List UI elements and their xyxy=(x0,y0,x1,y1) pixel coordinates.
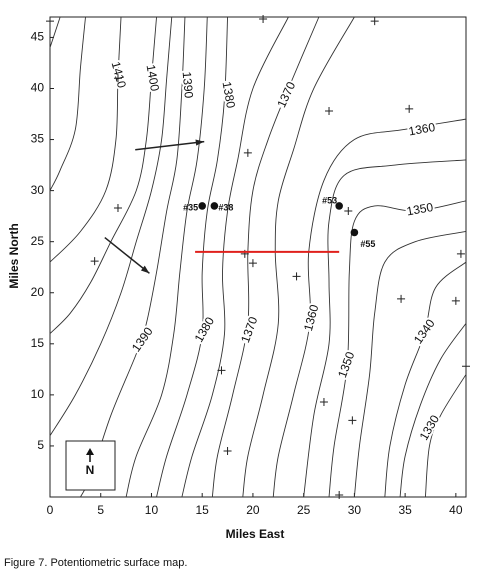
contour-line xyxy=(49,16,157,334)
well-label: #38 xyxy=(218,202,233,212)
y-tick-label: 40 xyxy=(31,81,45,95)
control-point xyxy=(319,398,328,407)
contour-label: 1340 xyxy=(411,316,438,346)
control-point xyxy=(348,416,357,425)
x-tick-label: 20 xyxy=(246,503,260,517)
contour-line xyxy=(181,16,289,498)
contour-label: 1350 xyxy=(405,200,434,218)
control-point xyxy=(217,366,226,375)
control-point xyxy=(259,15,268,24)
control-point xyxy=(46,17,54,26)
well-label: #55 xyxy=(360,239,375,249)
contour-line xyxy=(125,16,208,498)
x-tick-label: 25 xyxy=(297,503,311,517)
well-label: #53 xyxy=(322,195,337,205)
contour-line xyxy=(384,261,467,498)
contour-line xyxy=(80,16,186,498)
x-tick-label: 40 xyxy=(449,503,463,517)
control-point xyxy=(113,74,122,83)
x-tick-label: 0 xyxy=(47,503,54,517)
x-tick-label: 5 xyxy=(97,503,104,517)
y-tick-label: 15 xyxy=(31,336,45,350)
control-point xyxy=(344,207,353,216)
contour-label: 1350 xyxy=(335,349,357,379)
control-point xyxy=(335,490,344,499)
contour-line xyxy=(49,16,173,436)
flow-arrow-head xyxy=(140,265,150,274)
y-tick-label: 20 xyxy=(31,285,45,299)
control-point xyxy=(451,296,460,305)
y-tick-label: 45 xyxy=(31,30,45,44)
contour-line xyxy=(353,231,467,498)
contour-line xyxy=(328,200,467,498)
contour-label: 1370 xyxy=(238,314,260,344)
contour-line xyxy=(424,374,467,498)
control-point xyxy=(223,447,232,456)
contour-label: 1370 xyxy=(274,79,298,109)
flow-arrow-head xyxy=(195,139,205,146)
y-tick-label: 10 xyxy=(31,387,45,401)
contour-label: 1380 xyxy=(192,314,218,344)
contour-line xyxy=(156,16,229,498)
contour-line xyxy=(49,16,61,48)
control-point xyxy=(325,106,334,115)
x-tick-label: 35 xyxy=(398,503,412,517)
x-tick-label: 15 xyxy=(196,503,210,517)
control-point xyxy=(462,362,470,371)
control-point xyxy=(397,294,406,303)
contour-label: 1360 xyxy=(407,120,436,138)
north-label: N xyxy=(86,463,95,477)
control-point xyxy=(243,148,252,157)
y-axis-label: Miles North xyxy=(7,223,21,288)
contour-line xyxy=(303,159,467,498)
contour-label: 1330 xyxy=(417,412,443,442)
y-tick-label: 25 xyxy=(31,234,45,248)
contour-line xyxy=(49,16,86,191)
well xyxy=(198,202,206,210)
contour-label: 1390 xyxy=(129,324,156,354)
y-tick-label: 5 xyxy=(37,438,44,452)
control-point xyxy=(456,249,465,258)
control-point xyxy=(292,272,301,281)
x-axis-label: Miles East xyxy=(226,527,285,541)
control-point xyxy=(113,203,122,212)
contour-line xyxy=(272,118,467,498)
y-tick-label: 35 xyxy=(31,132,45,146)
contour-label: 1410 xyxy=(109,60,130,90)
flow-arrow xyxy=(104,237,150,274)
contour-label: 1380 xyxy=(220,80,238,109)
control-point xyxy=(90,257,99,266)
flow-arrow xyxy=(135,140,205,151)
contour-label: 1390 xyxy=(180,71,196,99)
x-tick-label: 30 xyxy=(348,503,362,517)
control-point xyxy=(405,104,414,113)
contour-line xyxy=(49,16,122,263)
caption: Figure 7. Potentiometric surface map. xyxy=(4,557,187,569)
well xyxy=(335,202,343,210)
well xyxy=(210,202,219,210)
well-label: #35 xyxy=(183,202,198,212)
control-point xyxy=(370,17,379,26)
well xyxy=(350,228,359,237)
north-arrow-head xyxy=(86,448,94,455)
x-tick-label: 10 xyxy=(145,503,159,517)
contour-label: 1400 xyxy=(144,63,162,92)
contour-label: 1360 xyxy=(301,303,322,333)
control-point xyxy=(248,259,257,268)
contour-line xyxy=(399,323,467,498)
y-tick-label: 30 xyxy=(31,183,45,197)
plot-frame xyxy=(49,16,467,498)
